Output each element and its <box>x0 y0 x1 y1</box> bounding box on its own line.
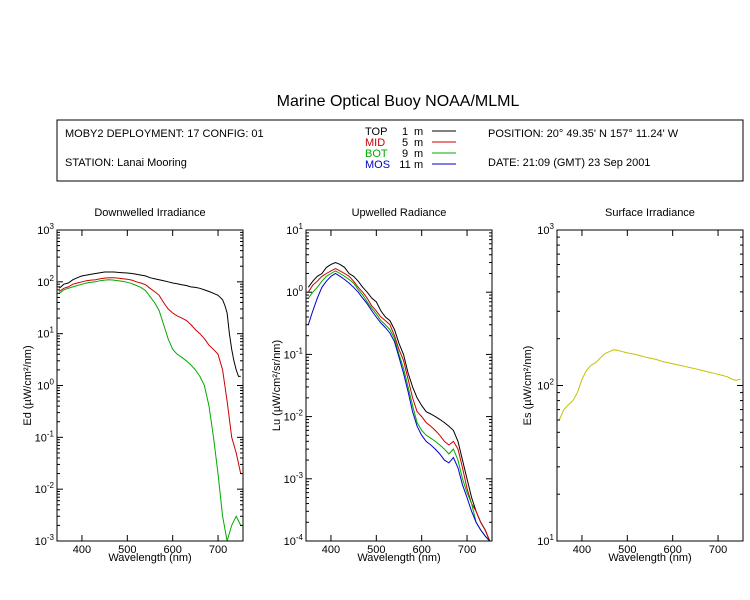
legend-item-bot: BOT 9 m <box>365 148 456 160</box>
figure-title: Marine Optical Buoy NOAA/MLML <box>277 93 520 110</box>
legend-item-mid: MID 5 m <box>365 137 456 149</box>
y-tick-label: 103 <box>37 222 54 237</box>
y-axis-label: Es (µW/cm²/nm) <box>522 346 534 426</box>
legend-unit: m <box>414 148 423 160</box>
panel-title: Surface Irradiance <box>605 207 695 219</box>
series-group <box>58 271 242 541</box>
y-tick-label: 101 <box>286 222 303 237</box>
y-tick-label: 101 <box>537 533 554 548</box>
x-tick-label: 600 <box>413 544 431 556</box>
y-tick-label: 100 <box>37 378 54 393</box>
x-tick-label: 400 <box>322 544 340 556</box>
y-tick-label: 10-2 <box>284 409 304 424</box>
x-axis-label: Wavelength (nm) <box>608 552 691 564</box>
y-tick-label: 10-1 <box>284 346 304 361</box>
station-label: STATION: Lanai Mooring <box>65 157 187 169</box>
y-axis-label: Ed (µW/cm²/nm) <box>22 345 34 425</box>
x-tick-label: 500 <box>618 544 636 556</box>
y-tick-label: 10-3 <box>284 471 304 486</box>
legend-unit: m <box>414 159 423 171</box>
legend-unit: m <box>414 126 423 138</box>
series-line-es <box>558 349 741 421</box>
legend-item-mos: MOS 11 m <box>365 159 456 171</box>
x-tick-label: 400 <box>73 544 91 556</box>
legend-name: BOT <box>365 148 388 160</box>
x-tick-label: 600 <box>164 544 182 556</box>
y-tick-label: 10-3 <box>35 533 55 548</box>
series-group <box>307 261 491 541</box>
plot-frame <box>556 229 744 542</box>
series-line-bot <box>307 270 491 541</box>
series-line-top <box>307 261 491 541</box>
y-tick-label: 10-2 <box>35 481 55 496</box>
x-tick-label: 400 <box>573 544 591 556</box>
x-axis-label: Wavelength (nm) <box>357 552 440 564</box>
y-tick-label: 102 <box>537 378 554 393</box>
plot-frame <box>56 229 244 542</box>
series-line-mos <box>307 272 491 541</box>
legend-depth: 1 <box>402 126 408 138</box>
date-label: DATE: 21:09 (GMT) 23 Sep 2001 <box>488 157 650 169</box>
y-tick-label: 100 <box>286 284 303 299</box>
x-tick-label: 700 <box>709 544 727 556</box>
panel-upwelled-radiance: Upwelled Radiance 400 500 600 700 10-4 10-3 10-… <box>271 207 493 564</box>
plot-frame <box>305 229 493 542</box>
y-axis-label: Lu (µW/cm²/sr/nm) <box>271 340 283 431</box>
y-tick-label: 10-1 <box>35 429 55 444</box>
deployment-label: MOBY2 DEPLOYMENT: 17 CONFIG: 01 <box>65 128 264 140</box>
info-box-frame <box>56 119 744 182</box>
legend-item-top: TOP 1 m <box>365 126 456 138</box>
series-line-top <box>58 271 241 377</box>
series-line-mid <box>307 268 491 541</box>
panel-surface-irradiance: Surface Irradiance 400 500 600 700 101 102 103 W… <box>522 207 744 564</box>
position-label: POSITION: 20° 49.35' N 157° 11.24' W <box>488 128 679 140</box>
series-line-mid <box>59 277 242 474</box>
info-box: MOBY2 DEPLOYMENT: 17 CONFIG: 01 STATION:… <box>56 119 744 182</box>
panel-title: Downwelled Irradiance <box>94 207 205 219</box>
legend-depth: 5 <box>402 137 408 149</box>
legend-unit: m <box>414 137 423 149</box>
x-tick-label: 700 <box>458 544 476 556</box>
x-tick-label: 700 <box>209 544 227 556</box>
series-group <box>558 349 741 421</box>
legend-name: MID <box>365 137 385 149</box>
y-tick-label: 102 <box>37 274 54 289</box>
series-line-bot <box>58 279 242 541</box>
panel-title: Upwelled Radiance <box>352 207 447 219</box>
y-tick-label: 10-4 <box>284 533 304 548</box>
x-tick-label: 500 <box>118 544 136 556</box>
legend-name: TOP <box>365 126 387 138</box>
panel-downwelled-irradiance: Downwelled Irradiance 400 500 600 700 10-3 10-… <box>22 207 244 564</box>
y-tick-label: 101 <box>37 326 54 341</box>
legend-depth: 11 <box>399 159 410 171</box>
x-tick-label: 600 <box>664 544 682 556</box>
x-tick-label: 500 <box>367 544 385 556</box>
x-axis-label: Wavelength (nm) <box>108 552 191 564</box>
legend-name: MOS <box>365 159 390 171</box>
legend-depth: 9 <box>402 148 408 160</box>
y-tick-label: 103 <box>537 222 554 237</box>
